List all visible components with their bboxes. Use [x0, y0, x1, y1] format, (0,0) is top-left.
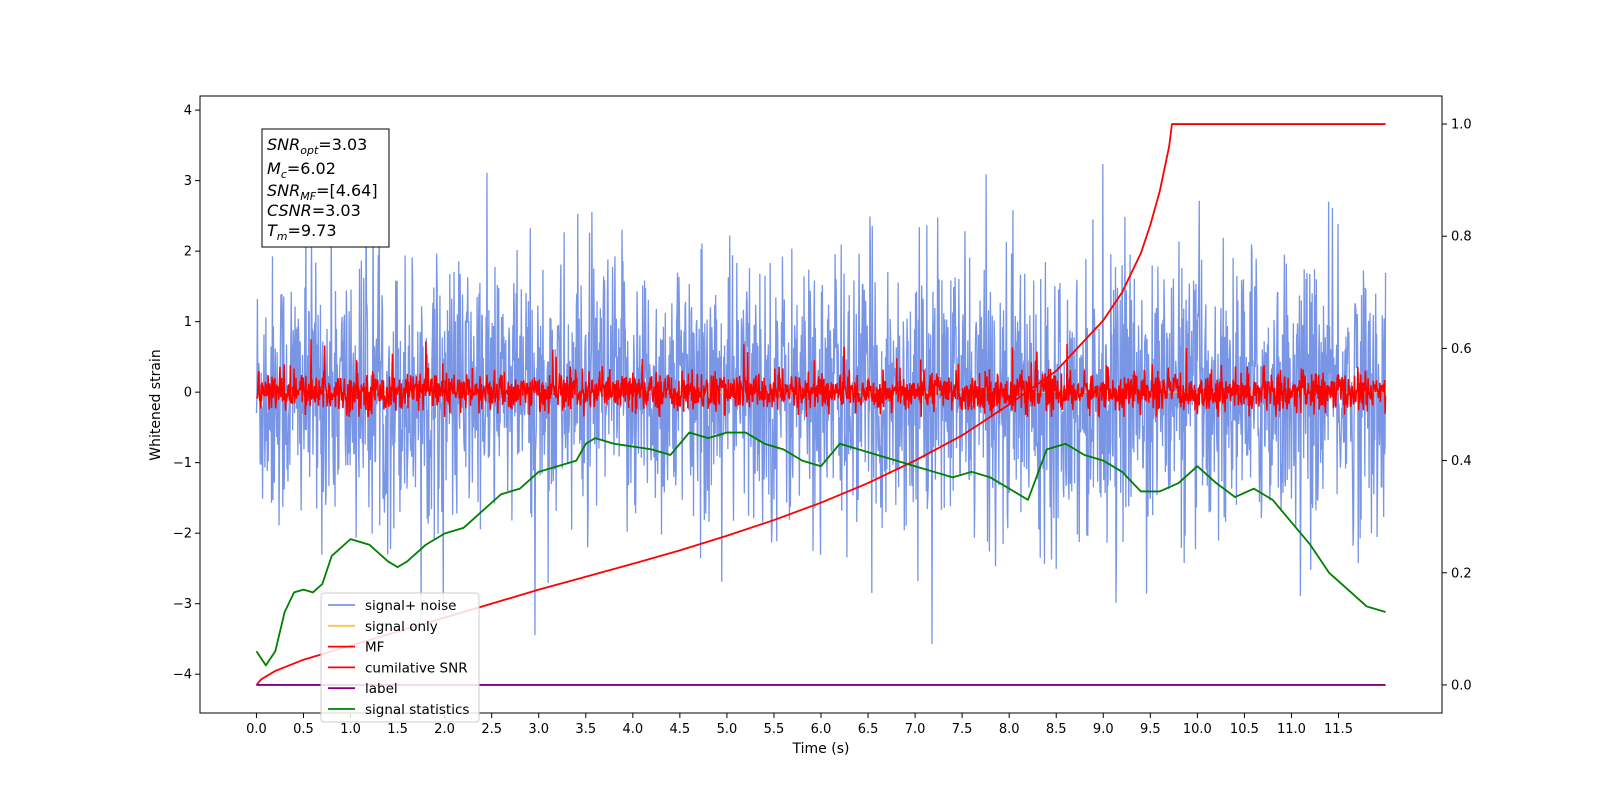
x-tick-label: 3.0 [528, 722, 549, 737]
x-tick-label: 4.5 [670, 722, 691, 737]
x-axis-ticks: 0.0 0.5 1.0 1.5 2.0 2.5 3.0 3.5 4.0 4.5 5.0 5.5 6.0 6… [246, 713, 1353, 737]
y2-tick-label: 1.0 [1451, 118, 1472, 133]
y2-tick-label: 0.8 [1451, 230, 1472, 245]
x-tick-label: 2.5 [481, 722, 502, 737]
legend-label: signal+ noise [365, 598, 456, 614]
series-mf-line [255, 339, 1387, 419]
annotation-snr-opt: SNRopt=3.03 [267, 135, 367, 157]
x-tick-label: 3.5 [575, 722, 596, 737]
y2-tick-label: 0.4 [1451, 454, 1472, 469]
x-tick-label: 8.0 [999, 722, 1020, 737]
y-axis-label: Whitened strain [148, 349, 164, 460]
y2-tick-label: 0.0 [1451, 678, 1472, 693]
x-tick-label: 9.0 [1093, 722, 1114, 737]
x-tick-label: 10.0 [1183, 722, 1212, 737]
x-tick-label: 4.0 [622, 722, 643, 737]
y-tick-label: −2 [173, 527, 192, 542]
y-tick-label: 4 [184, 104, 192, 119]
annotation-mc: Mc=6.02 [267, 159, 336, 181]
y-tick-label: 2 [184, 245, 192, 260]
y-tick-label: −4 [173, 668, 192, 683]
annotation-box: SNRopt=3.03 Mc=6.02 SNRMF=[4.64] CSNR=3.… [261, 128, 390, 248]
x-tick-label: 1.0 [340, 722, 361, 737]
x-tick-label: 8.5 [1046, 722, 1067, 737]
x-tick-label: 2.0 [434, 722, 455, 737]
legend-label: signal statistics [365, 702, 469, 718]
annotation-snr-mf: SNRMF=[4.64] [267, 181, 378, 203]
legend-label: MF [365, 640, 384, 656]
legend: signal+ noise signal only MF cumilative SNR… [320, 592, 480, 723]
x-tick-label: 1.5 [387, 722, 408, 737]
x-tick-label: 7.5 [952, 722, 973, 737]
x-tick-label: 11.5 [1324, 722, 1353, 737]
x-tick-label: 0.5 [293, 722, 314, 737]
x-tick-label: 0.0 [246, 722, 267, 737]
series-signal-noise-line [255, 137, 1387, 644]
x-tick-label: 5.0 [717, 722, 738, 737]
y-tick-label: −1 [173, 456, 192, 471]
x-tick-label: 10.5 [1230, 722, 1259, 737]
y-tick-label: 1 [184, 315, 192, 330]
x-tick-label: 9.5 [1140, 722, 1161, 737]
x-tick-label: 6.5 [858, 722, 879, 737]
y2-tick-label: 0.2 [1451, 566, 1472, 581]
x-axis-label: Time (s) [792, 741, 850, 757]
annotation-csnr: CSNR=3.03 [267, 201, 361, 220]
legend-label: label [365, 681, 398, 697]
y2-axis-ticks: 1.0 0.8 0.6 0.4 0.2 0.0 [1442, 118, 1472, 693]
y2-tick-label: 0.6 [1451, 342, 1472, 357]
series-signal-statistics-line [255, 431, 1386, 667]
y-tick-label: 0 [184, 386, 192, 401]
y-axis-ticks: 4 3 2 1 0 −1 −2 −3 −4 [173, 104, 200, 683]
y-tick-label: 3 [184, 174, 192, 189]
legend-label: signal only [365, 619, 438, 635]
x-tick-label: 6.0 [811, 722, 832, 737]
legend-label: cumilative SNR [365, 660, 468, 676]
annotation-tm: Tm=9.73 [267, 221, 337, 243]
y-tick-label: −3 [173, 597, 192, 612]
x-tick-label: 11.0 [1277, 722, 1306, 737]
x-tick-label: 7.0 [905, 722, 926, 737]
x-tick-label: 5.5 [764, 722, 785, 737]
